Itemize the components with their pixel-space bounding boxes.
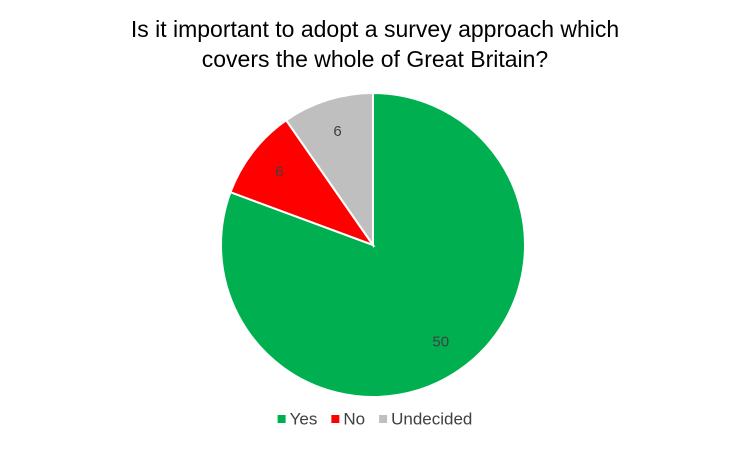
data-label: 50	[432, 333, 449, 350]
chart-title: Is it important to adopt a survey approa…	[130, 16, 620, 72]
data-label: 6	[275, 163, 283, 180]
legend-marker	[277, 415, 286, 423]
legend-label: Yes	[290, 409, 318, 428]
legend-label: Undecided	[391, 409, 472, 428]
data-label: 6	[333, 123, 341, 140]
pie-slice	[284, 91, 374, 249]
pie-slice	[229, 118, 376, 248]
legend-marker	[331, 415, 340, 423]
legend-label: No	[343, 409, 365, 428]
legend-marker	[379, 415, 388, 423]
